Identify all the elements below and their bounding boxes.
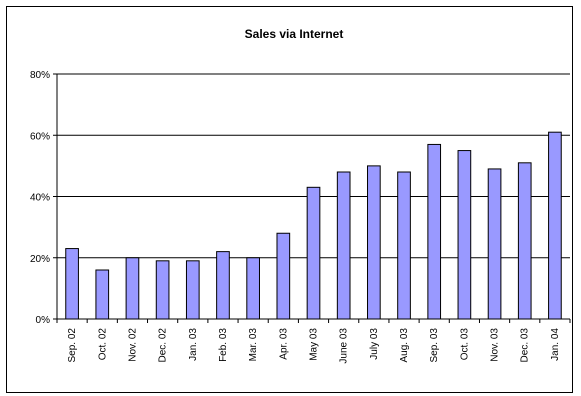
bar bbox=[306, 186, 321, 320]
bar bbox=[125, 257, 140, 320]
y-axis-ticks: 0% 20% 40% 60% 80% bbox=[30, 70, 57, 326]
y-tick-label: 60% bbox=[30, 131, 50, 142]
bar bbox=[276, 232, 291, 320]
y-tick-label: 20% bbox=[30, 254, 50, 265]
bars bbox=[65, 131, 562, 320]
chart-title: Sales via Internet bbox=[245, 27, 344, 41]
x-tick-label: Jan. 03 bbox=[188, 328, 199, 361]
x-tick-label: Jan. 04 bbox=[550, 328, 561, 361]
bar bbox=[487, 168, 502, 320]
axes bbox=[56, 74, 570, 320]
bar bbox=[216, 251, 230, 320]
x-tick-label: Sep. 03 bbox=[429, 328, 440, 363]
x-axis-ticks: Sep. 02 Oct. 02 Nov. 02 Dec. 02 Jan. 03 Feb. … bbox=[56, 319, 571, 364]
x-tick-label: July 03 bbox=[369, 328, 380, 360]
bar bbox=[336, 171, 351, 320]
bar bbox=[457, 150, 472, 320]
x-tick-label: Feb. 03 bbox=[218, 328, 229, 362]
bar bbox=[367, 165, 381, 320]
bar bbox=[155, 260, 170, 320]
bar bbox=[65, 248, 79, 320]
bar bbox=[185, 260, 200, 320]
bar bbox=[427, 143, 442, 320]
chart-frame: Sales via Internet 0% 20% 40% 60% 80% Sep. 0… bbox=[6, 6, 573, 393]
x-tick-label: Sep. 02 bbox=[67, 328, 78, 363]
x-tick-label: Dec. 03 bbox=[520, 328, 531, 363]
x-tick-label: Nov. 02 bbox=[127, 328, 138, 362]
x-tick-label: May 03 bbox=[309, 328, 320, 361]
y-tick-label: 40% bbox=[30, 193, 50, 204]
bar-chart: Sales via Internet 0% 20% 40% 60% 80% Sep. 0… bbox=[30, 27, 571, 364]
x-tick-label: Apr. 03 bbox=[278, 328, 289, 360]
x-tick-label: Mar. 03 bbox=[248, 328, 259, 362]
x-tick-label: Aug. 03 bbox=[399, 328, 410, 363]
bar bbox=[95, 269, 110, 320]
x-tick-label: Nov. 03 bbox=[490, 328, 501, 362]
bar bbox=[397, 171, 411, 320]
bar bbox=[246, 257, 260, 320]
y-tick-label: 0% bbox=[36, 315, 51, 326]
x-tick-label: Oct. 03 bbox=[459, 328, 470, 361]
x-tick-label: Dec. 02 bbox=[158, 328, 169, 363]
x-tick-label: June 03 bbox=[339, 328, 350, 364]
x-tick-label: Oct. 02 bbox=[97, 328, 108, 361]
bar bbox=[548, 131, 562, 320]
bar bbox=[517, 162, 532, 320]
y-tick-label: 80% bbox=[30, 70, 50, 81]
